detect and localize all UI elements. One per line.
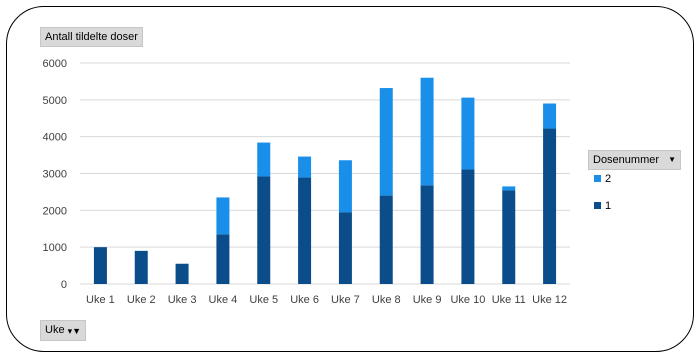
x-tick-label: Uke 7 (331, 294, 360, 306)
bar-1 (338, 212, 352, 284)
bar-2 (379, 88, 393, 196)
axis-field-label: Uke (45, 324, 65, 336)
x-tick-label: Uke 12 (532, 294, 567, 306)
bar-2 (420, 77, 434, 186)
bar-1 (298, 177, 312, 284)
x-tick-label: Uke 11 (492, 294, 526, 306)
y-tick-label: 3000 (43, 169, 67, 181)
y-tick-label: 1000 (43, 242, 67, 254)
bar-2 (543, 103, 557, 129)
bar-1 (379, 195, 393, 284)
bar-1 (175, 263, 189, 284)
bar-2 (298, 156, 312, 178)
x-tick-label: Uke 9 (413, 294, 442, 306)
bar-2 (338, 160, 352, 213)
bar-1 (420, 185, 434, 284)
y-tick-label: 4000 (43, 132, 67, 144)
y-tick-label: 2000 (43, 205, 67, 217)
axis-field-button[interactable]: Uke ▾▼ (40, 320, 87, 341)
value-field-label: Antall tildelte doser (45, 31, 138, 43)
bar-1 (93, 247, 107, 284)
legend-label: 2 (605, 173, 612, 185)
dropdown-arrow-icon[interactable]: ▼ (668, 155, 677, 164)
x-tick-label: Uke 5 (249, 294, 278, 306)
x-tick-label: Uke 3 (168, 294, 197, 306)
x-tick-label: Uke 8 (372, 294, 401, 306)
bar-1 (502, 190, 516, 284)
legend-field-button[interactable]: Dosenummer ▼ (588, 150, 682, 170)
x-tick-label: Uke 2 (127, 294, 156, 306)
bar-1 (216, 234, 230, 284)
bar-1 (134, 250, 148, 284)
legend-swatch (594, 202, 601, 209)
y-tick-label: 6000 (43, 58, 67, 70)
bar-1 (257, 176, 271, 284)
bar-2 (216, 197, 230, 235)
bar-1 (543, 128, 557, 284)
bar-2 (257, 142, 271, 177)
legend-label: 1 (605, 200, 612, 212)
bar-1 (461, 169, 475, 284)
value-field-button[interactable]: Antall tildelte doser (40, 27, 143, 47)
x-tick-label: Uke 6 (290, 294, 319, 306)
bar-2 (461, 97, 475, 170)
x-tick-label: Uke 10 (450, 294, 485, 306)
y-tick-label: 0 (61, 279, 67, 291)
legend-swatch (594, 175, 601, 182)
x-tick-label: Uke 1 (86, 294, 115, 306)
x-tick-label: Uke 4 (209, 294, 238, 306)
legend-title: Dosenummer (593, 154, 660, 166)
filter-dropdown-icon[interactable]: ▾▼ (67, 326, 82, 336)
bar-2 (502, 186, 516, 191)
y-tick-label: 5000 (43, 95, 67, 107)
